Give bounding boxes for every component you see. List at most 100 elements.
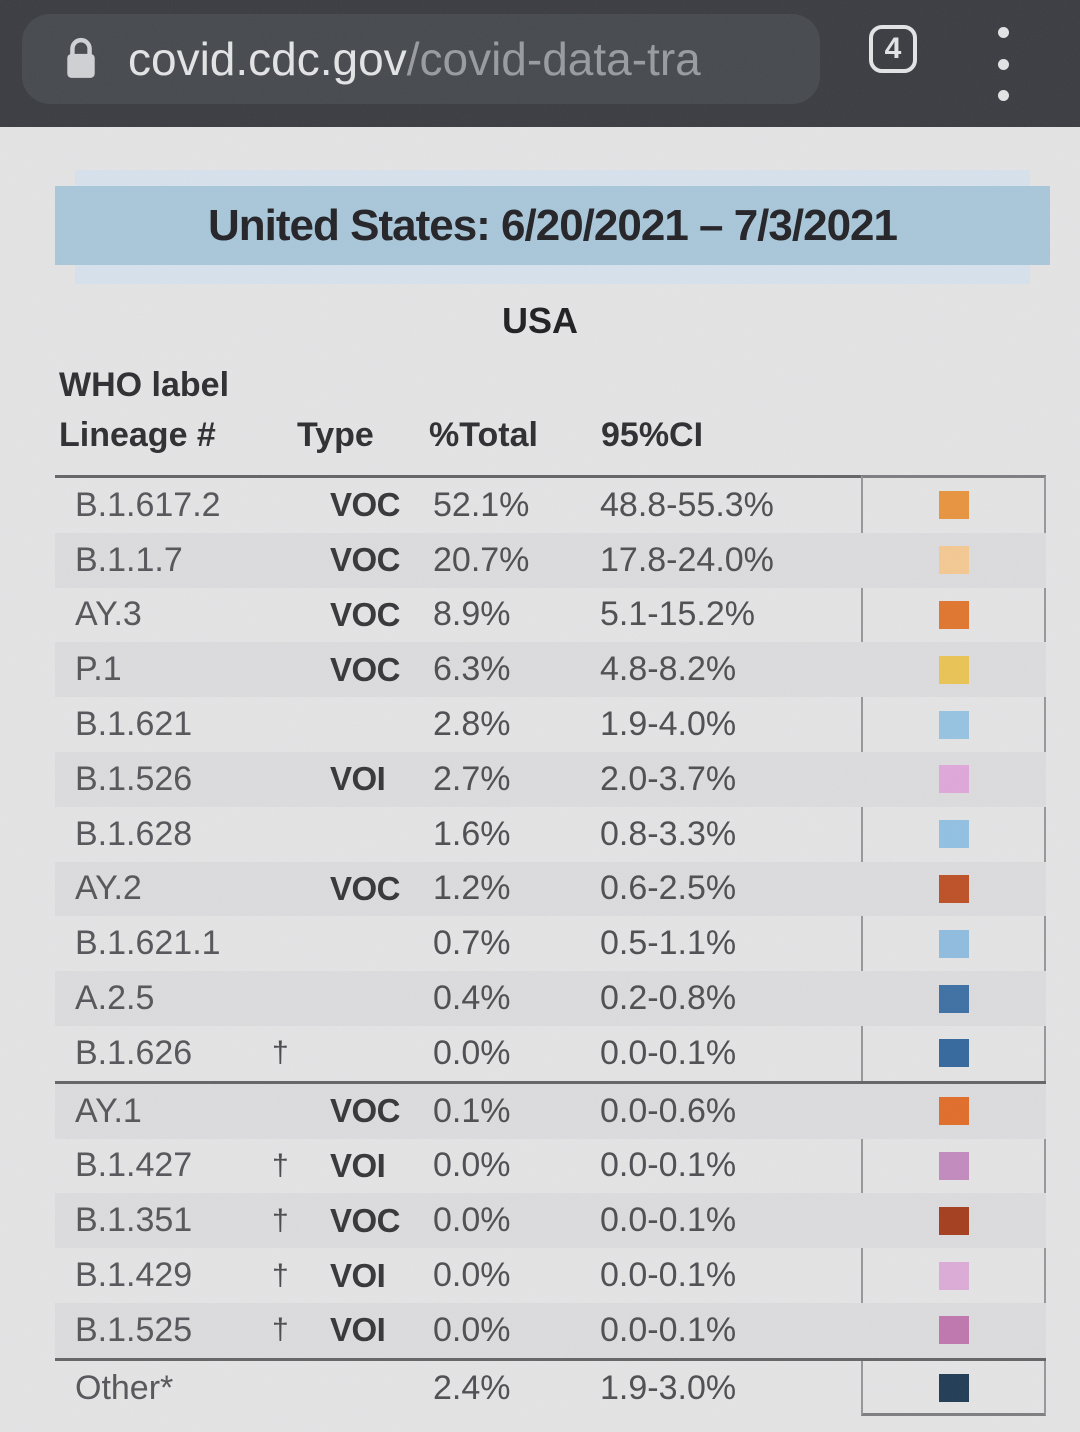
ci-cell: 0.0-0.1% — [600, 1256, 737, 1295]
variant-color-swatch[interactable] — [938, 491, 969, 520]
variant-color-swatch[interactable] — [938, 546, 969, 575]
total-cell: 20.7% — [433, 540, 530, 579]
lineage-cell: Other* — [75, 1368, 174, 1407]
ci-cell: 1.9-3.0% — [600, 1368, 737, 1407]
total-cell: 0.0% — [433, 1310, 511, 1349]
variant-color-swatch[interactable] — [938, 1039, 969, 1068]
table-row[interactable]: B.1.621 2.8% 1.9-4.0% — [55, 697, 1046, 752]
variant-color-swatch[interactable] — [938, 1261, 969, 1290]
table-row[interactable]: B.1.621.1 0.7% 0.5-1.1% — [55, 916, 1046, 971]
variant-color-swatch[interactable] — [938, 1316, 969, 1345]
browser-toolbar: covid.cdc.gov/covid-data-tra 4 — [0, 0, 1080, 127]
title-band: United States: 6/20/2021 – 7/3/2021 — [55, 186, 1050, 265]
table-row[interactable]: AY.3 VOC 8.9% 5.1-15.2% — [55, 588, 1046, 643]
table-row[interactable]: P.1 VOC 6.3% 4.8-8.2% — [55, 642, 1046, 698]
swatch-cell — [861, 752, 1046, 807]
ci-cell: 48.8-55.3% — [600, 485, 774, 524]
variant-color-swatch[interactable] — [938, 820, 969, 849]
variant-color-swatch[interactable] — [938, 1097, 969, 1126]
total-cell: 52.1% — [433, 485, 530, 524]
type-cell: VOC — [330, 869, 401, 907]
type-cell: VOC — [330, 486, 401, 524]
url-path: /covid-data-tra — [406, 33, 701, 85]
type-cell: VOI — [330, 1146, 386, 1184]
table-row[interactable]: AY.2 VOC 1.2% 0.6-2.5% — [55, 861, 1046, 917]
row-group-3: Other* 2.4% 1.9-3.0% — [55, 1361, 1046, 1416]
lock-icon[interactable] — [60, 35, 102, 83]
variant-color-swatch[interactable] — [938, 1206, 969, 1235]
swatch-cell — [861, 642, 1046, 697]
ci-cell: 0.6-2.5% — [600, 869, 737, 908]
table-row[interactable]: B.1.628 1.6% 0.8-3.3% — [55, 807, 1046, 862]
ci-cell: 0.8-3.3% — [600, 814, 737, 853]
table-row[interactable]: B.1.626 † 0.0% 0.0-0.1% — [55, 1026, 1046, 1081]
kebab-dot — [997, 27, 1009, 38]
swatch-cell — [861, 1026, 1046, 1081]
row-group-1: B.1.617.2 VOC 52.1% 48.8-55.3% B.1.1.7 VOC 20.… — [55, 478, 1046, 1084]
address-bar[interactable]: covid.cdc.gov/covid-data-tra — [22, 14, 820, 104]
row-group-2: AY.1 VOC 0.1% 0.0-0.6% B.1.427 † VOI 0.0% 0.0-0.… — [55, 1083, 1046, 1361]
swatch-cell — [861, 1361, 1046, 1416]
header-lineage: Lineage # — [59, 416, 216, 454]
dagger-mark: † — [272, 1258, 289, 1292]
table-row[interactable]: B.1.617.2 VOC 52.1% 48.8-55.3% — [55, 478, 1046, 533]
variant-color-swatch[interactable] — [938, 600, 969, 629]
variant-color-swatch[interactable] — [938, 655, 969, 684]
lineage-cell: B.1.525 — [75, 1310, 193, 1349]
dagger-mark: † — [272, 1203, 289, 1237]
lineage-cell: B.1.526 — [75, 759, 193, 798]
ci-cell: 5.1-15.2% — [600, 595, 755, 634]
table-row[interactable]: B.1.526 VOI 2.7% 2.0-3.7% — [55, 751, 1046, 807]
header-type: Type — [297, 416, 374, 454]
type-cell: VOI — [330, 760, 386, 798]
swatch-cell — [861, 807, 1046, 862]
kebab-dot — [997, 58, 1009, 70]
table-row[interactable]: B.1.351 † VOC 0.0% 0.0-0.1% — [55, 1193, 1046, 1249]
type-cell: VOC — [330, 650, 401, 688]
table-row[interactable]: B.1.427 † VOI 0.0% 0.0-0.1% — [55, 1139, 1046, 1194]
total-cell: 2.7% — [433, 759, 511, 798]
type-cell: VOI — [330, 1311, 386, 1349]
variant-color-swatch[interactable] — [938, 929, 969, 958]
variant-color-swatch[interactable] — [938, 1151, 969, 1180]
browser-menu-button[interactable] — [997, 27, 1009, 101]
variant-color-swatch[interactable] — [938, 984, 969, 1013]
lineage-cell: B.1.626 — [75, 1033, 193, 1072]
lineage-cell: P.1 — [75, 650, 122, 689]
total-cell: 0.0% — [433, 1033, 511, 1072]
variant-color-swatch[interactable] — [938, 1374, 969, 1403]
table-row[interactable]: B.1.1.7 VOC 20.7% 17.8-24.0% — [55, 532, 1046, 588]
variant-color-swatch[interactable] — [938, 874, 969, 903]
total-cell: 0.1% — [433, 1091, 511, 1130]
dagger-mark: † — [272, 1148, 289, 1182]
kebab-dot — [997, 90, 1009, 101]
variant-color-swatch[interactable] — [938, 765, 969, 794]
table-row[interactable]: B.1.525 † VOI 0.0% 0.0-0.1% — [55, 1302, 1046, 1358]
lineage-cell: AY.1 — [75, 1091, 142, 1130]
swatch-cell — [861, 916, 1046, 971]
lineage-cell: AY.3 — [75, 595, 142, 634]
header-who-label: WHO label — [59, 366, 230, 404]
type-cell: VOC — [330, 1201, 401, 1239]
type-cell: VOC — [330, 1092, 401, 1130]
table-row[interactable]: Other* 2.4% 1.9-3.0% — [55, 1361, 1046, 1416]
swatch-cell — [861, 862, 1046, 917]
lineage-cell: B.1.621.1 — [75, 924, 221, 963]
total-cell: 2.8% — [433, 705, 511, 744]
variant-table: WHO label Lineage # Type %Total 95%CI B.… — [55, 366, 1046, 1416]
swatch-cell — [861, 533, 1046, 588]
table-header: WHO label Lineage # Type %Total 95%CI — [55, 366, 1046, 462]
swatch-cell — [861, 971, 1046, 1026]
table-row[interactable]: B.1.429 † VOI 0.0% 0.0-0.1% — [55, 1248, 1046, 1303]
header-total: %Total — [429, 416, 538, 454]
title-band-top-strip — [75, 170, 1030, 186]
table-row[interactable]: A.2.5 0.4% 0.2-0.8% — [55, 971, 1046, 1026]
tab-switcher-button[interactable]: 4 — [869, 25, 917, 73]
ci-cell: 1.9-4.0% — [600, 705, 737, 744]
lineage-cell: A.2.5 — [75, 979, 155, 1018]
total-cell: 8.9% — [433, 595, 511, 634]
table-row[interactable]: AY.1 VOC 0.1% 0.0-0.6% — [55, 1083, 1046, 1139]
variant-color-swatch[interactable] — [938, 710, 969, 739]
page-title: United States: 6/20/2021 – 7/3/2021 — [208, 200, 898, 250]
